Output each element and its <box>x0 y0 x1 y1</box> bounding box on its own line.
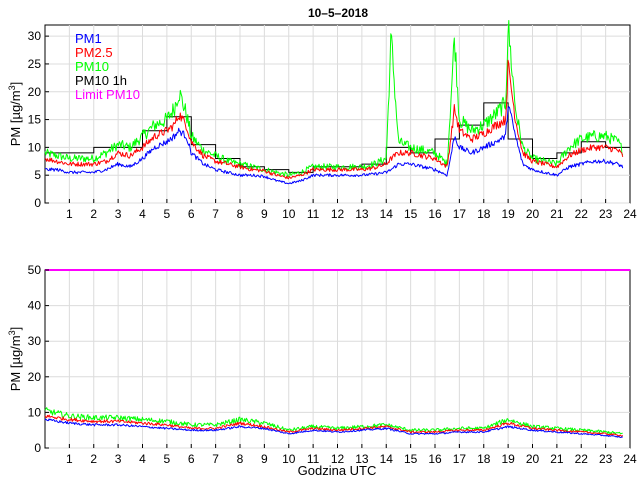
x-tick-label: 19 <box>501 452 515 466</box>
y-tick-label: 0 <box>34 441 41 455</box>
bottom-plot: 1 2 3 4 5 6 7 8 9 10 11 12 13 14 15 16 17 18 19 20 21 22 23 24 … <box>7 263 637 478</box>
top-chart-title: 10–5–2018 <box>308 6 368 20</box>
series-pm10 <box>44 407 623 435</box>
top-x-ticks: 1 2 3 4 5 6 7 8 9 10 11 12 13 14 15 16 17 18 19 20 21 22 23 24 <box>66 199 637 221</box>
x-tick-label: 12 <box>331 207 345 221</box>
series-pm10-1h <box>45 102 630 173</box>
top-legend: PM1 PM2.5 PM10 PM10 1h Limit PM10 <box>75 31 140 102</box>
x-tick-label: 14 <box>380 207 394 221</box>
series-pm25 <box>44 59 624 180</box>
y-tick-label: 10 <box>28 140 42 154</box>
y-tick-label: 40 <box>28 299 42 313</box>
x-tick-label: 17 <box>453 207 467 221</box>
y-tick-label: 15 <box>28 113 42 127</box>
legend-pm1: PM1 <box>75 31 102 46</box>
bottom-y-label: PM [µg/m3] <box>7 327 23 392</box>
x-tick-label: 22 <box>575 452 589 466</box>
x-tick-label: 20 <box>526 207 540 221</box>
y-tick-label: 30 <box>28 29 42 43</box>
series-pm1 <box>44 106 624 185</box>
x-tick-label: 8 <box>237 452 244 466</box>
bottom-series-lines <box>44 269 630 438</box>
series-pm1 <box>44 418 623 438</box>
x-tick-label: 23 <box>599 452 613 466</box>
x-tick-label: 7 <box>212 207 219 221</box>
top-y-ticks: 0 5 10 15 20 25 30 <box>28 29 49 210</box>
x-tick-label: 1 <box>66 452 73 466</box>
x-tick-label: 24 <box>623 207 637 221</box>
y-tick-label: 0 <box>34 196 41 210</box>
x-tick-label: 17 <box>453 452 467 466</box>
y-tick-label: 10 <box>28 405 42 419</box>
x-tick-label: 15 <box>404 207 418 221</box>
y-tick-label: 20 <box>28 370 42 384</box>
x-tick-label: 22 <box>575 207 589 221</box>
x-tick-label: 10 <box>282 452 296 466</box>
x-tick-label: 7 <box>212 452 219 466</box>
x-tick-label: 21 <box>550 207 564 221</box>
x-tick-label: 13 <box>355 207 369 221</box>
x-tick-label: 18 <box>477 207 491 221</box>
x-tick-label: 4 <box>139 207 146 221</box>
x-tick-label: 6 <box>188 452 195 466</box>
x-tick-label: 1 <box>66 207 73 221</box>
x-tick-label: 2 <box>90 452 97 466</box>
y-tick-label: 20 <box>28 85 42 99</box>
top-hourly-pm10 <box>45 102 630 173</box>
y-tick-label: 5 <box>34 168 41 182</box>
y-tick-label: 30 <box>28 334 42 348</box>
top-series-lines <box>44 20 624 185</box>
x-tick-label: 16 <box>428 452 442 466</box>
x-tick-label: 10 <box>282 207 296 221</box>
x-tick-label: 18 <box>477 452 491 466</box>
x-tick-label: 16 <box>428 207 442 221</box>
legend-pm10: PM10 <box>75 59 109 74</box>
x-tick-label: 14 <box>380 452 394 466</box>
x-tick-label: 23 <box>599 207 613 221</box>
x-tick-label: 24 <box>623 452 637 466</box>
x-tick-label: 2 <box>90 207 97 221</box>
x-tick-label: 9 <box>261 207 268 221</box>
x-tick-label: 8 <box>237 207 244 221</box>
bottom-y-ticks: 0 10 20 30 40 50 <box>28 263 49 455</box>
legend-pm25: PM2.5 <box>75 45 113 60</box>
bottom-x-label: Godzina UTC <box>298 463 377 478</box>
x-tick-label: 15 <box>404 452 418 466</box>
series-pm25 <box>44 414 624 437</box>
x-tick-label: 19 <box>501 207 515 221</box>
x-tick-label: 21 <box>550 452 564 466</box>
x-tick-label: 9 <box>261 452 268 466</box>
x-tick-label: 20 <box>526 452 540 466</box>
x-tick-label: 5 <box>164 207 171 221</box>
x-tick-label: 4 <box>139 452 146 466</box>
series-pm10 <box>44 20 624 178</box>
x-tick-label: 11 <box>307 207 320 221</box>
legend-pm10-1h: PM10 1h <box>75 73 127 88</box>
legend-limit-pm10: Limit PM10 <box>75 87 140 102</box>
x-tick-label: 6 <box>188 207 195 221</box>
x-tick-label: 5 <box>164 452 171 466</box>
x-tick-label: 3 <box>115 207 122 221</box>
top-y-label: PM [µg/m3] <box>7 82 23 147</box>
x-tick-label: 12 <box>331 452 345 466</box>
y-tick-label: 50 <box>28 263 42 277</box>
bottom-x-ticks: 1 2 3 4 5 6 7 8 9 10 11 12 13 14 15 16 17 18 19 20 21 22 23 24 <box>66 444 637 466</box>
top-plot: 1 2 3 4 5 6 7 8 9 10 11 12 13 14 15 16 17 18 19 20 21 22 23 24 … <box>7 6 637 221</box>
x-tick-label: 11 <box>307 452 320 466</box>
x-tick-label: 3 <box>115 452 122 466</box>
y-tick-label: 25 <box>28 57 42 71</box>
x-tick-label: 13 <box>355 452 369 466</box>
